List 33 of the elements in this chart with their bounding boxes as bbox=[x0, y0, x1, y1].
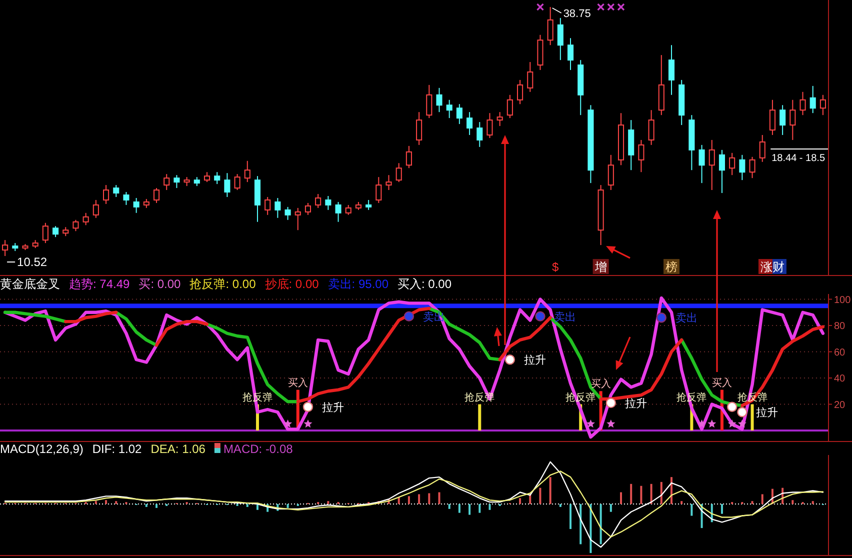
data-label: 拉升 bbox=[524, 354, 546, 367]
data-label: 买入 bbox=[288, 376, 308, 389]
data-label: 抢反弹 bbox=[737, 391, 768, 404]
data-label: 拉升 bbox=[756, 406, 778, 420]
annotation: 18.44 - 18.5 bbox=[772, 153, 826, 164]
y-tick-label: 80 bbox=[834, 321, 846, 332]
y-tick-label: 60 bbox=[834, 347, 846, 358]
data-label: 拉升 bbox=[322, 400, 344, 414]
data-label: 卖出 bbox=[675, 312, 698, 325]
text: $ bbox=[552, 260, 560, 274]
text: 买: 0.00 bbox=[138, 277, 182, 291]
text: 趋势: 74.49 bbox=[69, 277, 130, 291]
text: 涨财 bbox=[760, 260, 784, 274]
text: 榜 bbox=[665, 260, 678, 274]
data-label: 卖出 bbox=[554, 310, 576, 324]
text: 增 bbox=[594, 260, 607, 274]
text: 买入: 0.00 bbox=[398, 277, 452, 291]
data-label: 买入 bbox=[712, 376, 732, 389]
annotation: 38.75 bbox=[563, 8, 591, 20]
data-label: 买入 bbox=[590, 378, 611, 390]
chart-title: 黄金底金叉 bbox=[0, 277, 60, 291]
ref-line-label: 卖出: 95.00 bbox=[328, 277, 389, 291]
y-tick-label: 20 bbox=[834, 400, 846, 411]
legend-label: MACD: -0.08 bbox=[223, 442, 294, 456]
text: DIF: 1.02 bbox=[92, 442, 142, 456]
text: 抢反弹: 0.00 bbox=[190, 277, 256, 291]
y-tick-label: 40 bbox=[834, 374, 846, 384]
annotation: 10.52 bbox=[17, 255, 48, 269]
chart-title: MACD(12,26,9) bbox=[0, 442, 84, 456]
text: 抄底: 0.00 bbox=[264, 277, 320, 291]
data-label: 拉升 bbox=[624, 396, 647, 410]
y-tick-label: 100 bbox=[834, 294, 852, 306]
text: DEA: 1.06 bbox=[150, 442, 206, 456]
